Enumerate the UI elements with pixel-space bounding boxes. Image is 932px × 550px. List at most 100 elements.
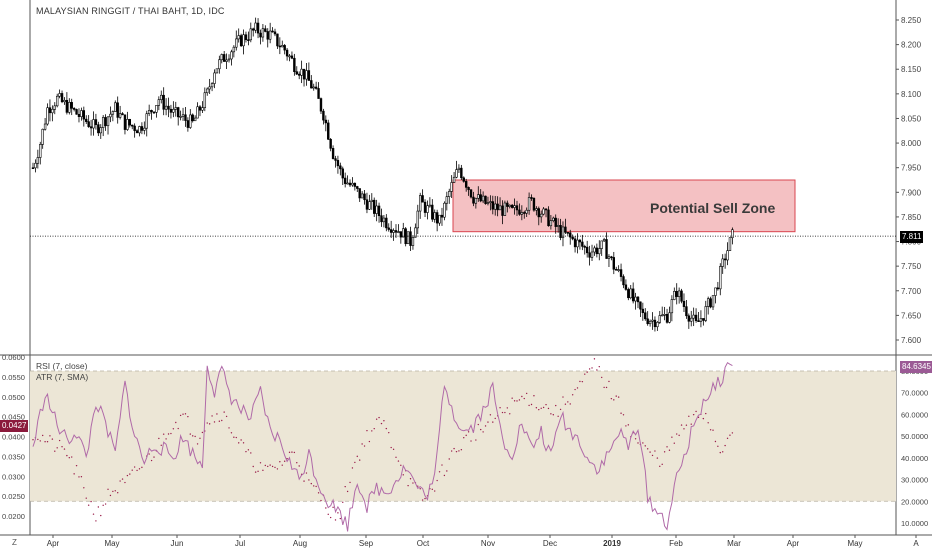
candle-body (648, 320, 652, 325)
candle-body (588, 252, 591, 258)
price-axis-label: 7.650 (901, 311, 922, 320)
rsi-axis-label: 40.0000 (901, 454, 928, 463)
candle-body (324, 119, 328, 124)
candle-body (387, 227, 390, 230)
atr-dot (390, 446, 392, 449)
candle-body (290, 55, 294, 59)
atr-dot (438, 471, 441, 473)
atr-dot (421, 499, 424, 501)
candle-body (201, 107, 204, 111)
candle-body (723, 258, 727, 261)
candle-body (85, 118, 88, 122)
rsi-axis-label: 20.0000 (901, 497, 928, 506)
candle-body (527, 197, 531, 211)
atr-dot (378, 416, 380, 419)
atr-dot (453, 447, 455, 450)
candle-body (680, 290, 683, 302)
atr-dot (702, 417, 705, 420)
atr-dot (37, 438, 39, 441)
atr-dot (477, 423, 479, 426)
atr-dot (192, 435, 194, 437)
atr-dot (388, 431, 390, 434)
candle-body (97, 124, 100, 134)
candle-body (607, 256, 611, 259)
rsi-last-badge: 84.6345 (900, 361, 932, 373)
atr-dot (603, 386, 605, 389)
candle-body (554, 217, 557, 227)
atr-dot (107, 488, 109, 490)
candle-body (581, 241, 584, 247)
atr-dot (126, 474, 129, 477)
candle-body (726, 250, 729, 261)
candle-body (389, 229, 393, 233)
time-axis-label: Jun (171, 539, 184, 548)
candle-body (283, 45, 286, 51)
candle-body (89, 126, 93, 129)
atr-dot (138, 468, 141, 470)
atr-dot (651, 454, 654, 457)
atr-dot (567, 401, 569, 403)
atr-dot (571, 394, 574, 396)
candle-body (731, 229, 734, 238)
atr-dot (574, 388, 576, 391)
candle-body (706, 298, 710, 307)
atr-dot (530, 403, 533, 406)
atr-dot (436, 479, 438, 482)
candle-body (619, 269, 623, 277)
atr-dot (535, 407, 538, 409)
candle-body (491, 201, 494, 210)
candle-body (244, 34, 248, 41)
candle-body (481, 195, 485, 202)
candle-body (503, 202, 507, 216)
rsi-band (30, 371, 896, 502)
candle-body (227, 58, 231, 61)
candle-body (356, 186, 359, 189)
atr-dot (303, 480, 305, 482)
atr-dot (179, 414, 182, 417)
atr-dot (661, 463, 663, 466)
atr-dot (521, 395, 523, 398)
candle-body (469, 189, 473, 198)
candle-body (699, 318, 703, 322)
atr-dot (158, 437, 160, 440)
atr-dot (397, 460, 400, 462)
atr-dot (654, 450, 656, 452)
candle-body (617, 269, 620, 271)
candle-body (728, 237, 732, 251)
candle-body (126, 119, 129, 130)
candle-body (636, 296, 640, 303)
candle-body (92, 119, 95, 129)
atr-dot (310, 482, 312, 485)
atr-dot (690, 423, 692, 425)
atr-dot (95, 520, 97, 522)
candle-body (77, 113, 81, 117)
atr-dot (242, 442, 245, 444)
atr-dot (208, 423, 211, 425)
candle-body (346, 182, 349, 185)
atr-dot (709, 429, 712, 431)
atr-dot (598, 365, 600, 368)
candle-body (624, 284, 628, 290)
candle-body (123, 114, 127, 130)
candle-body (622, 276, 625, 286)
candle-body (368, 201, 371, 210)
atr-dot (719, 451, 721, 454)
atr-dot (46, 440, 49, 443)
atr-dot (339, 517, 342, 520)
candle-body (341, 168, 344, 179)
atr-dot (206, 422, 208, 424)
atr-dot (683, 428, 685, 430)
atr-dot (283, 460, 286, 462)
atr-dot (334, 519, 337, 521)
candle-body (520, 212, 524, 215)
atr-dot (75, 464, 78, 467)
atr-dot (458, 450, 460, 452)
atr-dot (250, 452, 252, 454)
atr-dot (346, 490, 349, 493)
rsi-axis-label: 70.0000 (901, 389, 928, 398)
atr-dot (419, 488, 421, 490)
candle-body (583, 246, 586, 248)
atr-dot (170, 432, 172, 435)
candle-body (443, 202, 446, 218)
